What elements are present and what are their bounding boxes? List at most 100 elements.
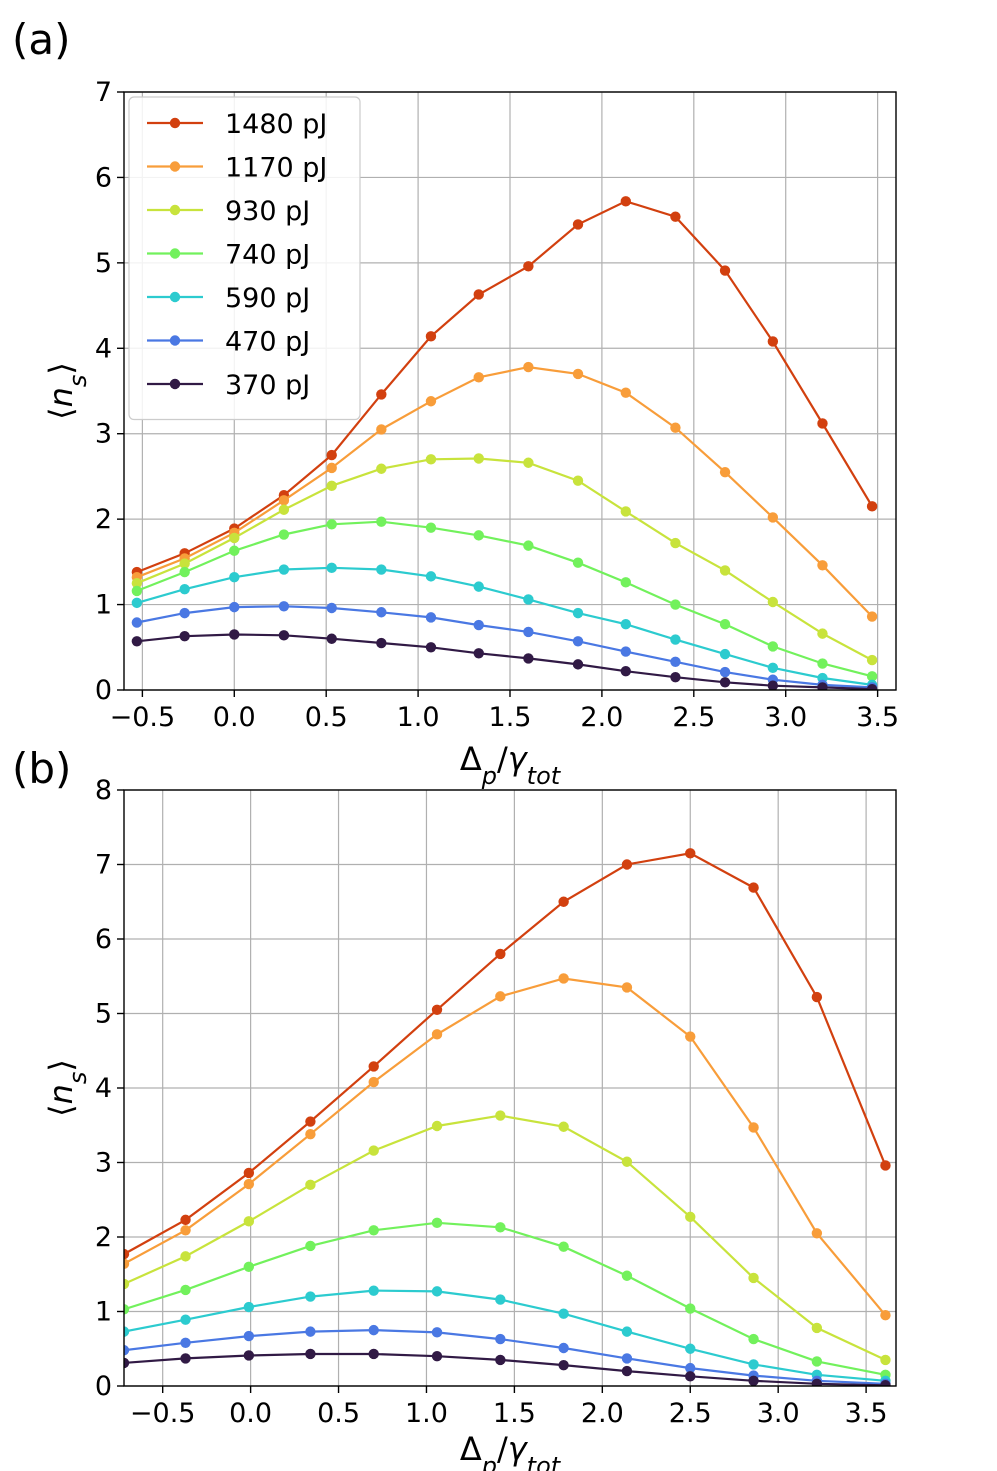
x-tick-label: 3.5 [845,1398,888,1429]
x-tick-label: 3.0 [757,1398,800,1429]
legend-label-370-pj: 370 pJ [225,370,310,401]
data-point-1480-pj [670,211,681,222]
y-axis-label: ⟨ns⟩ [42,1059,92,1117]
data-point-370-pj [278,630,290,641]
y-tick-label: 0 [95,1371,112,1402]
data-point-470-pj [495,1333,506,1345]
legend-label-1480-pj: 1480 pJ [225,109,327,140]
data-point-930-pj [278,504,290,515]
data-point-930-pj [880,1354,891,1366]
x-tick-label: 1.5 [493,1398,536,1429]
data-point-370-pj [495,1354,506,1366]
data-point-1170-pj [866,611,878,622]
data-point-740-pj [558,1241,569,1252]
legend-label-590-pj: 590 pJ [225,283,310,314]
data-point-740-pj [229,545,240,556]
data-point-590-pj [621,1326,633,1337]
data-point-740-pj [621,1270,633,1281]
data-point-370-pj [748,1375,759,1386]
data-point-590-pj [326,562,337,574]
data-point-740-pj [368,1225,379,1236]
data-point-370-pj [866,683,878,690]
data-point-740-pj [179,566,190,578]
data-point-930-pj [179,558,190,569]
y-tick-label: 6 [95,924,112,955]
data-point-1170-pj [558,973,569,984]
data-point-1480-pj [495,948,506,960]
data-point-370-pj [131,636,143,647]
data-point-740-pj [124,1304,130,1315]
data-point-930-pj [685,1211,696,1223]
data-point-740-pj [425,522,437,533]
legend: 1480 pJ 1170 pJ 930 pJ 740 pJ 590 pJ 470 pJ 37… [128,96,361,421]
data-point-370-pj [811,1378,823,1386]
data-point-1170-pj [305,1128,316,1140]
data-point-370-pj [305,1348,316,1360]
data-point-590-pj [305,1291,316,1302]
data-point-370-pj [473,648,484,659]
x-tick-label: −0.5 [110,702,176,733]
data-point-930-pj [817,628,828,639]
data-point-740-pj [326,519,337,530]
data-point-470-pj [124,1345,130,1356]
data-point-590-pj [131,597,143,609]
x-tick-label: 1.0 [397,702,440,733]
data-point-370-pj [880,1380,891,1386]
legend-label-470-pj: 470 pJ [225,327,310,358]
data-point-590-pj [180,1314,191,1325]
data-point-370-pj [368,1348,379,1360]
legend-marker-1480-pj [169,117,181,129]
data-point-1480-pj [425,331,437,342]
chart-panel-b: −0.5 0.0 0.5 1.0 1.5 2.0 2.5 3.0 3.5 0 1 2 3 4 5 6 7 8 Δp/… [42,775,897,1471]
y-tick-label: 0 [95,675,112,706]
legend-marker-370-pj [169,378,181,390]
data-point-470-pj [131,617,143,628]
data-point-370-pj [229,629,240,640]
legend-marker-930-pj [169,204,181,216]
data-point-1170-pj [817,560,828,571]
data-point-590-pj [473,581,484,592]
x-axis-label: Δp/γtot [460,1430,562,1471]
series-line-1170-pj [136,365,873,618]
data-point-930-pj [620,506,631,517]
data-point-1170-pj [523,361,534,373]
y-tick-label: 1 [95,590,112,621]
series-line-1170-pj [124,977,887,1316]
data-point-1170-pj [495,991,506,1002]
data-point-590-pj [243,1301,255,1313]
data-point-470-pj [670,656,681,668]
data-point-470-pj [326,602,337,614]
series-line-590-pj [124,1289,886,1382]
data-point-470-pj [431,1327,443,1338]
data-point-590-pj [670,634,681,645]
data-point-590-pj [425,571,437,582]
data-point-590-pj [719,648,731,660]
data-point-370-pj [124,1357,130,1369]
data-point-590-pj [685,1343,696,1354]
x-tick-label: 3.0 [764,702,807,733]
data-point-1170-pj [767,512,779,523]
chart-panel-a: −0.5 0.0 0.5 1.0 1.5 2.0 2.5 3.0 3.5 0 1 2 3 4 5 6 7 Δp/γ… [42,77,899,790]
data-point-930-pj [523,457,534,468]
data-point-470-pj [425,612,437,623]
data-point-1170-pj [880,1310,891,1321]
data-point-740-pj [719,619,731,630]
series-group [131,196,878,690]
x-tick-label: 2.5 [672,702,715,733]
data-point-370-pj [670,671,681,683]
legend-label-930-pj: 930 pJ [225,196,310,227]
data-point-930-pj [243,1216,255,1227]
x-tick-label: 0.0 [213,702,256,733]
data-point-740-pj [305,1240,316,1252]
legend-box [128,96,361,421]
x-tick-label: 0.0 [229,1398,272,1429]
data-point-370-pj [817,682,828,690]
data-point-470-pj [305,1326,316,1337]
data-point-370-pj [558,1359,569,1371]
data-point-930-pj [558,1121,569,1132]
y-tick-label: 4 [95,1073,112,1104]
data-point-370-pj [376,637,387,649]
data-point-470-pj [368,1324,379,1336]
y-tick-label: 5 [95,999,112,1030]
